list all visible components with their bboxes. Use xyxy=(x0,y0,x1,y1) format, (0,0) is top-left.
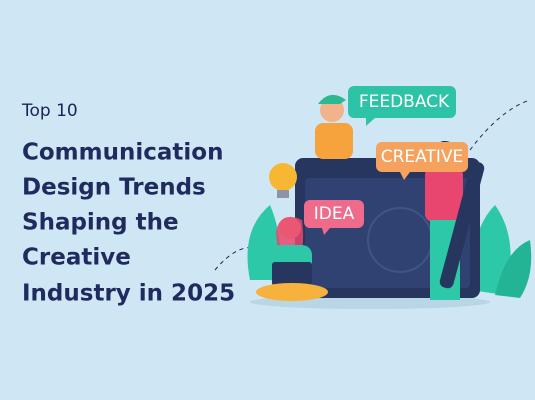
bulb-base xyxy=(277,190,289,198)
bubble-label: CREATIVE xyxy=(381,147,464,167)
bubble xyxy=(348,86,456,126)
kicker: Top 10 xyxy=(21,101,78,121)
laptop xyxy=(272,262,312,286)
legs xyxy=(256,283,328,301)
title-line: Communication xyxy=(22,140,223,166)
dash-line xyxy=(469,99,531,151)
body xyxy=(315,123,353,159)
title-line: Industry in 2025 xyxy=(22,281,235,307)
body xyxy=(425,167,463,222)
bubble xyxy=(376,142,468,180)
pencil xyxy=(439,161,485,289)
bubble-label: IDEA xyxy=(314,204,355,224)
illustration xyxy=(214,86,532,309)
title-line: Creative xyxy=(22,245,131,271)
title-line: Design Trends xyxy=(22,175,206,201)
bubble xyxy=(304,200,364,235)
hair xyxy=(318,94,346,104)
title-line: Shaping the xyxy=(22,210,179,236)
bubble-label: FEEDBACK xyxy=(359,92,450,112)
plant xyxy=(470,205,511,295)
bulb xyxy=(269,163,297,191)
plant xyxy=(495,240,532,298)
